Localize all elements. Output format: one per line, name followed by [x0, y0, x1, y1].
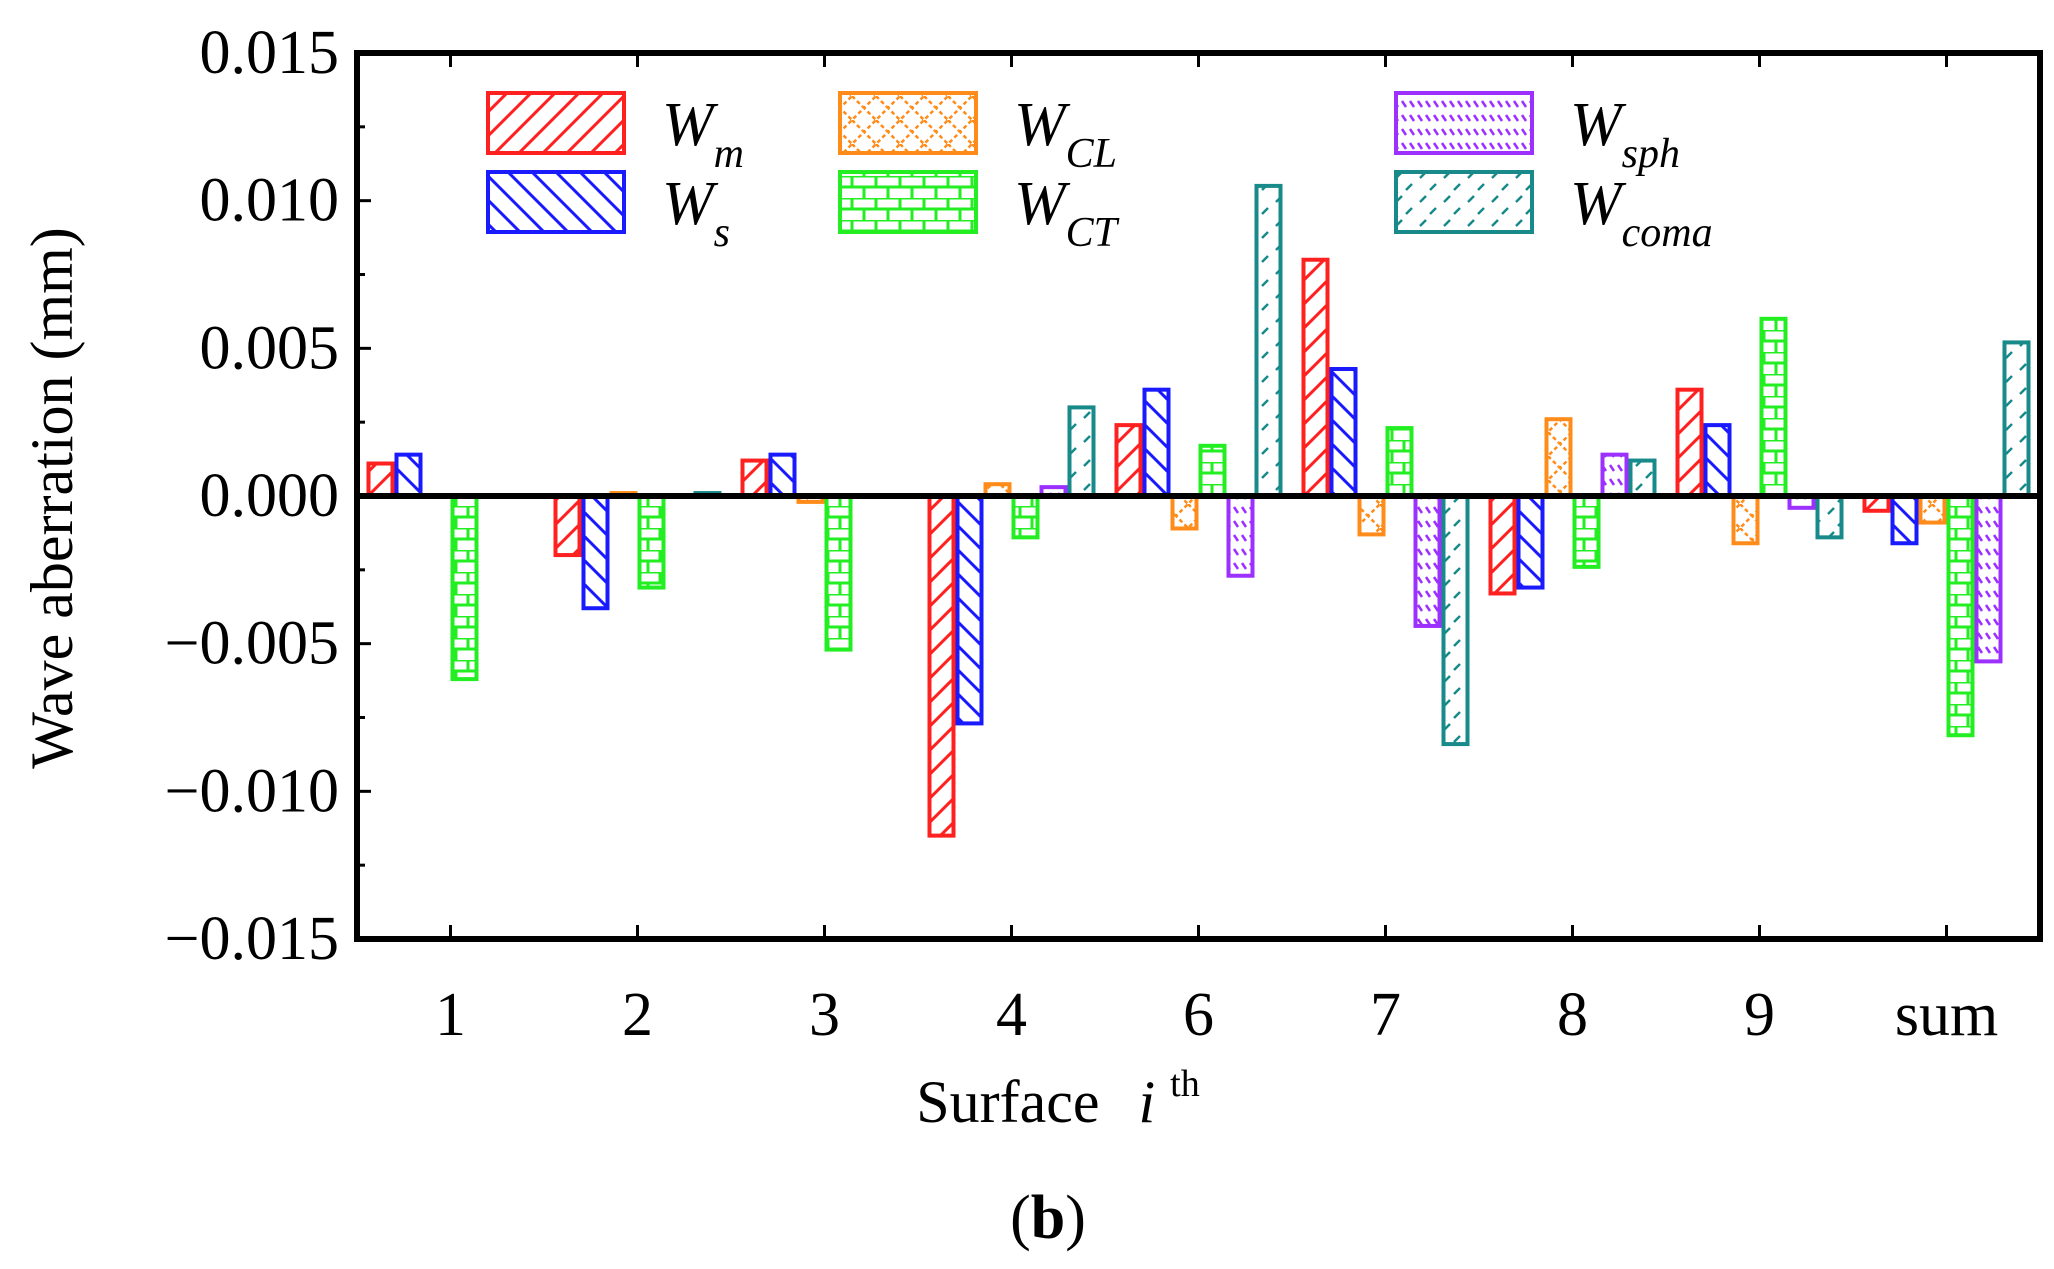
bar-WCT-6	[1198, 443, 1227, 498]
bar-WCT-2	[637, 494, 666, 590]
y-tick-labels: 0.015 0.010 0.005 0.000 −0.005 −0.010 −0.015	[165, 19, 339, 973]
legend-item-Ws: Ws	[486, 170, 730, 256]
legend-item-WCT: WCT	[838, 170, 1120, 256]
panel-label: (b)	[1010, 1184, 1086, 1252]
bar-Wm-6	[1114, 423, 1143, 498]
bar-WCL-6	[1170, 494, 1199, 531]
x-axis-label: Surface i th	[916, 1063, 1199, 1135]
bar-Ws-9	[1703, 423, 1732, 498]
bar-Wm-4	[927, 494, 956, 838]
bar-Ws-8	[1516, 494, 1545, 590]
x-axis-label-sup: th	[1170, 1063, 1200, 1105]
legend-label-Wm: Wm	[662, 91, 744, 177]
bar-Ws-3	[768, 452, 797, 498]
bar-Ws-sum	[1890, 494, 1919, 546]
legend-item-Wm: Wm	[486, 91, 744, 177]
bar-Ws-2	[581, 494, 610, 611]
bar-Wcoma-7	[1441, 494, 1470, 747]
bar-Wm-2	[553, 494, 582, 558]
x-tick-label-sum: sum	[1895, 981, 1998, 1049]
y-tick-label: 0.010	[200, 167, 340, 235]
legend-swatch-Ws	[486, 170, 626, 234]
legend-swatch-WCT	[838, 170, 978, 234]
x-tick-label-8: 8	[1557, 981, 1588, 1049]
legend-swatch-Wsph	[1394, 91, 1534, 155]
legend-swatch-Wm	[486, 91, 626, 155]
x-tick-label-4: 4	[996, 981, 1027, 1049]
x-tick-labels: 1 2 3 4 6 7 8 9 sum	[435, 981, 1998, 1049]
bar-Wcoma-sum	[2002, 340, 2031, 498]
bar-WCT-3	[824, 494, 853, 652]
x-tick-label-1: 1	[435, 981, 466, 1049]
bar-Wcoma-6	[1254, 183, 1283, 498]
legend-swatch-Wcoma	[1394, 170, 1534, 234]
bars-layer	[366, 183, 2031, 838]
bar-WCT-4	[1011, 494, 1040, 540]
legend-item-WCL: WCL	[838, 91, 1117, 177]
y-tick-label: −0.010	[165, 757, 339, 825]
bar-Wm-7	[1301, 257, 1330, 498]
axis-ticks	[357, 51, 1948, 941]
bar-WCT-sum	[1946, 494, 1975, 738]
legend-label-Wcoma: Wcoma	[1570, 170, 1713, 256]
x-tick-label-2: 2	[622, 981, 653, 1049]
legend-swatch-WCL	[838, 91, 978, 155]
bar-Wsph-sum	[1974, 494, 2003, 664]
x-tick-label-9: 9	[1744, 981, 1775, 1049]
legend-item-Wsph: Wsph	[1394, 91, 1680, 177]
bar-Wsph-6	[1226, 494, 1255, 578]
legend-item-Wcoma: Wcoma	[1394, 170, 1713, 256]
bar-Wm-9	[1675, 387, 1704, 498]
bar-Ws-7	[1329, 367, 1358, 498]
bar-Ws-1	[394, 452, 423, 498]
bar-Wcoma-9	[1815, 494, 1844, 540]
bar-Wm-3	[740, 458, 769, 498]
y-axis-label: Wave aberration (mm)	[19, 227, 85, 769]
bar-WCT-9	[1759, 316, 1788, 498]
x-tick-label-6: 6	[1183, 981, 1214, 1049]
y-tick-label: −0.015	[165, 905, 339, 973]
bar-Wsph-8	[1600, 452, 1629, 498]
bar-Ws-4	[955, 494, 984, 726]
x-tick-label-3: 3	[809, 981, 840, 1049]
y-tick-label: 0.005	[200, 314, 340, 382]
legend-label-WCL: WCL	[1014, 91, 1117, 177]
bar-WCT-8	[1572, 494, 1601, 569]
bar-WCT-7	[1385, 426, 1414, 498]
bar-WCL-sum	[1918, 494, 1947, 525]
bar-Wcoma-4	[1067, 405, 1096, 498]
bar-WCL-9	[1731, 494, 1760, 546]
legend-label-Ws: Ws	[662, 170, 730, 256]
bar-WCT-1	[450, 494, 479, 682]
bar-Wm-1	[366, 461, 395, 499]
bar-Wsph-7	[1413, 494, 1442, 628]
x-tick-label-7: 7	[1370, 981, 1401, 1049]
x-axis-label-text: Surface	[916, 1069, 1099, 1135]
bar-WCL-8	[1544, 417, 1573, 499]
bar-Wm-8	[1488, 494, 1517, 596]
bar-WCL-7	[1357, 494, 1386, 537]
y-tick-label: −0.005	[165, 610, 339, 678]
x-axis-label-italic: i	[1139, 1069, 1156, 1135]
bar-Wcoma-8	[1628, 458, 1657, 498]
y-tick-label: 0.015	[200, 19, 340, 87]
bar-Ws-6	[1142, 387, 1171, 498]
legend-label-Wsph: Wsph	[1570, 91, 1680, 177]
legend-label-WCT: WCT	[1014, 170, 1120, 256]
y-tick-label: 0.000	[200, 462, 340, 530]
